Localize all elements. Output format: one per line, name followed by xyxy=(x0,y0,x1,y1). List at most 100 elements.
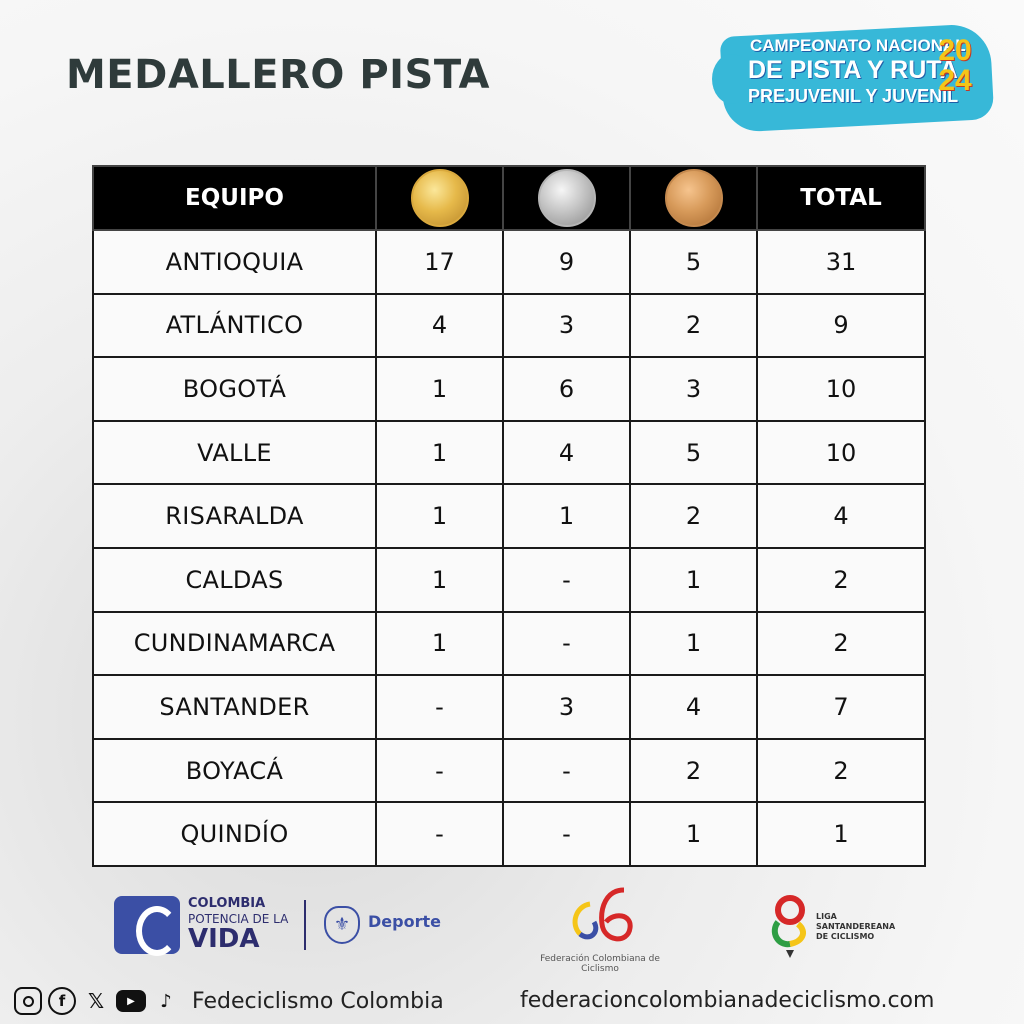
silver-count: 1 xyxy=(502,483,631,549)
gold-count: 1 xyxy=(375,483,504,549)
table-row: ANTIOQUIA 17 9 5 31 xyxy=(92,229,926,295)
team-name: BOGOTÁ xyxy=(92,356,377,422)
silver-count: - xyxy=(502,610,631,677)
bronze-count: 1 xyxy=(629,801,758,867)
silver-count: - xyxy=(502,546,631,613)
bronze-count: 2 xyxy=(629,483,758,549)
team-name: VALLE xyxy=(92,419,377,486)
federation-mark-icon xyxy=(572,887,633,942)
team-name: CUNDINAMARCA xyxy=(92,610,377,677)
total-count: 2 xyxy=(756,610,926,677)
vida-line-2: POTENCIA DE LA xyxy=(188,912,289,926)
silver-count: 4 xyxy=(502,419,631,486)
liga-line-1: LIGA xyxy=(816,912,837,921)
gold-medal-icon xyxy=(410,169,469,227)
total-count: 9 xyxy=(756,292,926,359)
liga-santandereana-logo: LIGA SANTANDEREANA DE CICLISMO xyxy=(768,892,918,958)
total-count: 31 xyxy=(756,229,926,295)
table-row: QUINDÍO - - 1 1 xyxy=(92,801,926,867)
gold-count: 4 xyxy=(375,292,504,359)
gold-count: 1 xyxy=(375,610,504,677)
silver-medal-icon xyxy=(537,169,596,227)
total-count: 10 xyxy=(756,356,926,422)
table-row: BOGOTÁ 1 6 3 10 xyxy=(92,356,926,422)
total-count: 10 xyxy=(756,419,926,486)
vida-line-1: COLOMBIA xyxy=(188,896,266,911)
vida-line-3: VIDA xyxy=(188,924,260,954)
table-row: CALDAS 1 - 1 2 xyxy=(92,546,926,613)
badge-line-3: PREJUVENIL Y JUVENIL xyxy=(748,86,959,106)
bronze-count: 5 xyxy=(629,229,758,295)
team-name: ATLÁNTICO xyxy=(92,292,377,359)
website-link[interactable]: federacioncolombianadeciclismo.com xyxy=(520,988,935,1013)
gold-count: 1 xyxy=(375,356,504,422)
bronze-count: 3 xyxy=(629,356,758,422)
total-count: 2 xyxy=(756,737,926,804)
header-row: EQUIPO TOTAL xyxy=(92,165,926,231)
silver-count: 9 xyxy=(502,229,631,295)
badge-line-2: DE PISTA Y RUTA xyxy=(748,56,958,84)
header-total: TOTAL xyxy=(756,165,926,231)
logo-divider xyxy=(304,900,306,950)
liga-line-2: SANTANDEREANA xyxy=(816,922,896,931)
silver-count: 3 xyxy=(502,292,631,359)
liga-line-3: DE CICLISMO xyxy=(816,932,875,941)
bronze-medal-icon xyxy=(664,169,723,227)
youtube-icon[interactable]: ▶ xyxy=(116,990,146,1012)
table-row: ATLÁNTICO 4 3 2 9 xyxy=(92,292,926,359)
total-count: 1 xyxy=(756,801,926,867)
federation-logo: Federación Colombiana de Ciclismo xyxy=(520,884,680,974)
gold-count: - xyxy=(375,674,504,740)
silver-count: - xyxy=(502,801,631,867)
team-name: SANTANDER xyxy=(92,674,377,740)
total-count: 2 xyxy=(756,546,926,613)
gold-count: 1 xyxy=(375,419,504,486)
gold-count: - xyxy=(375,737,504,804)
badge-year-top: 20 xyxy=(938,34,972,67)
table-row: CUNDINAMARCA 1 - 1 2 xyxy=(92,610,926,677)
silver-count: 3 xyxy=(502,674,631,740)
coat-of-arms-icon: ⚜ xyxy=(324,906,360,944)
badge-year-bottom: 24 xyxy=(938,64,972,97)
facebook-icon[interactable]: f xyxy=(48,987,76,1015)
team-name: RISARALDA xyxy=(92,483,377,549)
page-title: MEDALLERO PISTA xyxy=(66,52,490,98)
table-row: RISARALDA 1 1 2 4 xyxy=(92,483,926,549)
bronze-count: 2 xyxy=(629,292,758,359)
medal-table: EQUIPO TOTAL ANTIOQUIA 17 9 5 31 ATLÁNTI… xyxy=(92,165,926,867)
instagram-icon[interactable] xyxy=(14,987,42,1015)
header-bronze xyxy=(629,165,758,231)
badge-year: 20 24 xyxy=(938,36,972,96)
table-row: VALLE 1 4 5 10 xyxy=(92,419,926,486)
gold-count: 1 xyxy=(375,546,504,613)
silver-count: 6 xyxy=(502,356,631,422)
federation-caption: Federación Colombiana de Ciclismo xyxy=(540,954,660,974)
vida-logo-icon xyxy=(114,896,180,956)
social-bar: f 𝕏 ▶ ♪ Fedeciclismo Colombia xyxy=(14,984,444,1018)
bronze-count: 1 xyxy=(629,610,758,677)
social-handle: Fedeciclismo Colombia xyxy=(192,988,444,1014)
header-silver xyxy=(502,165,631,231)
team-name: QUINDÍO xyxy=(92,801,377,867)
tiktok-icon[interactable]: ♪ xyxy=(160,990,172,1012)
team-name: BOYACÁ xyxy=(92,737,377,804)
total-count: 7 xyxy=(756,674,926,740)
liga-mark-icon xyxy=(771,895,807,958)
event-badge: CAMPEONATO NACIONAL DE PISTA Y RUTA PREJ… xyxy=(712,14,1002,136)
header-team: EQUIPO xyxy=(92,165,377,231)
bronze-count: 4 xyxy=(629,674,758,740)
bronze-count: 5 xyxy=(629,419,758,486)
gold-count: - xyxy=(375,801,504,867)
colombia-potencia-vida-logo: COLOMBIA POTENCIA DE LA VIDA ⚜ Deporte xyxy=(114,894,444,958)
deporte-label: Deporte xyxy=(368,912,441,931)
gold-count: 17 xyxy=(375,229,504,295)
table-row: SANTANDER - 3 4 7 xyxy=(92,674,926,740)
header-gold xyxy=(375,165,504,231)
table-row: BOYACÁ - - 2 2 xyxy=(92,737,926,804)
team-name: CALDAS xyxy=(92,546,377,613)
liga-text: LIGA SANTANDEREANA DE CICLISMO xyxy=(816,912,916,942)
x-icon[interactable]: 𝕏 xyxy=(87,989,105,1013)
silver-count: - xyxy=(502,737,631,804)
team-name: ANTIOQUIA xyxy=(92,229,377,295)
badge-line-1: CAMPEONATO NACIONAL xyxy=(750,36,966,55)
